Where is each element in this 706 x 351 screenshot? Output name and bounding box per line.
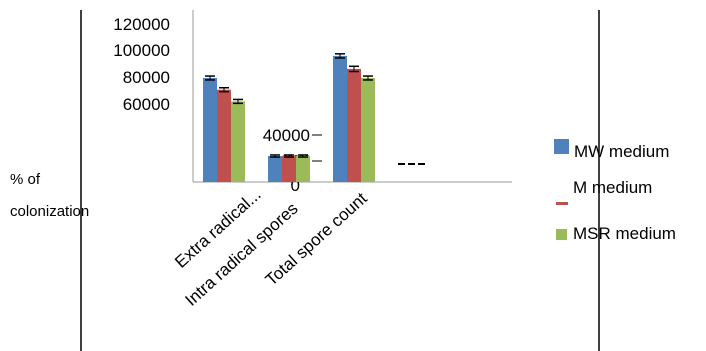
bar <box>347 68 361 182</box>
category-label: Total spore count <box>262 189 371 290</box>
legend-swatch <box>556 229 567 240</box>
legend-swatch <box>554 139 569 154</box>
y-axis-label-line1: % of <box>10 171 41 188</box>
bar <box>203 78 217 182</box>
legend-swatch <box>556 202 568 205</box>
y-tick-labels: 120000 100000 80000 60000 <box>113 15 170 114</box>
legend-label: M medium <box>573 178 652 197</box>
bar <box>282 156 296 182</box>
legend: MW medium M medium MSR medium <box>554 139 676 243</box>
legend-label: MW medium <box>574 142 669 161</box>
y-tick-label: 120000 <box>113 15 170 34</box>
y-tick-label: 100000 <box>113 41 170 60</box>
bar <box>217 89 231 182</box>
bar <box>361 78 375 182</box>
bar <box>268 156 282 182</box>
y-tick-label: 60000 <box>123 95 170 114</box>
inset-tick-label: 40000 <box>263 126 310 145</box>
y-axis-label-line2: colonization <box>10 203 89 220</box>
bars <box>203 53 375 182</box>
y-tick-label: 80000 <box>123 68 170 87</box>
legend-label: MSR medium <box>573 224 676 243</box>
category-labels: Extra radical...Intra radical sporesTota… <box>171 185 371 310</box>
bar <box>231 101 245 182</box>
bar <box>333 55 347 182</box>
inset-tick-label: 0 <box>291 176 300 195</box>
bar <box>296 156 310 182</box>
